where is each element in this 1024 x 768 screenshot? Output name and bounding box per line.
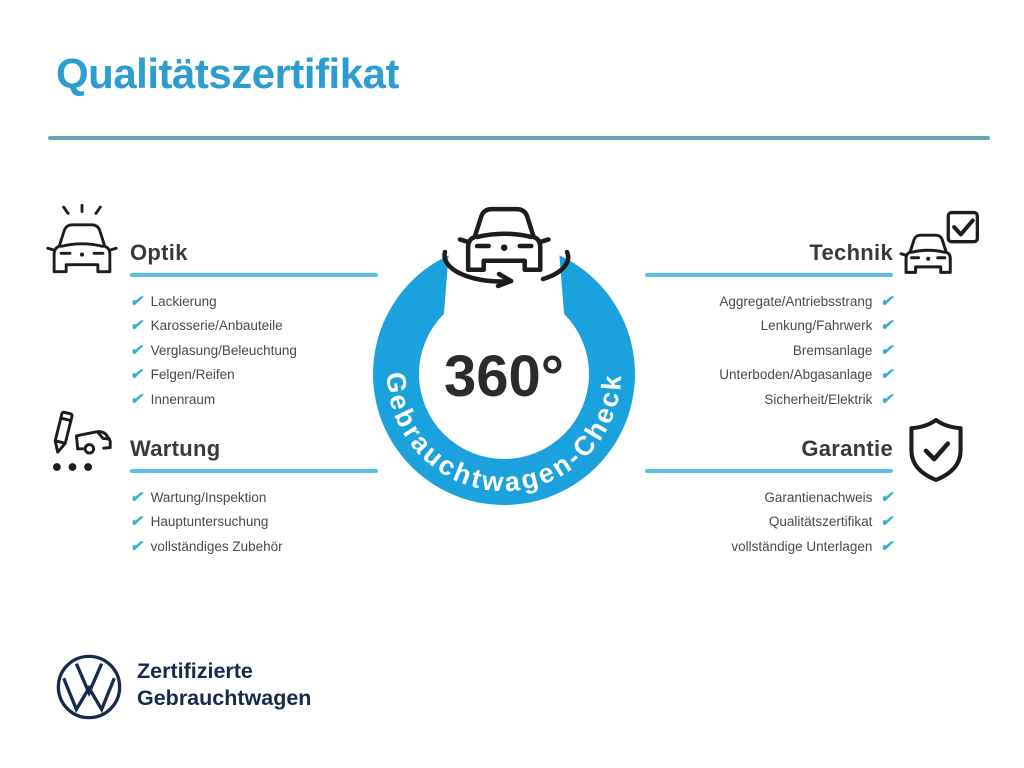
list-item: ✔ Hauptuntersuchung xyxy=(130,510,378,535)
check-icon: ✔ xyxy=(130,513,143,531)
item-label: Wartung/Inspektion xyxy=(150,489,267,505)
section-rule-technik xyxy=(645,273,893,277)
degree-label: 360° xyxy=(444,344,564,409)
item-label: Aggregate/Antriebsstrang xyxy=(719,293,873,309)
check-icon: ✔ xyxy=(880,292,893,310)
section-rule-garantie xyxy=(645,469,893,473)
checklist-wartung: ✔ Wartung/Inspektion ✔ Hauptuntersuchung ✔… xyxy=(130,485,378,559)
section-rule-wartung xyxy=(130,469,378,473)
checklist-garantie: Garantienachweis ✔ Qualitätszertifikat ✔ v… xyxy=(645,485,893,559)
check-icon: ✔ xyxy=(880,488,893,506)
list-item: Qualitätszertifikat ✔ xyxy=(645,510,893,535)
360-check-badge: Gebrauchtwagen-Check 360° xyxy=(373,206,635,506)
check-icon: ✔ xyxy=(880,366,893,384)
brand-text: Zertifizierte Gebrauchtwagen xyxy=(137,658,311,711)
list-item: Sicherheit/Elektrik ✔ xyxy=(645,387,893,412)
item-label: vollständige Unterlagen xyxy=(731,538,873,554)
check-icon: ✔ xyxy=(130,488,143,506)
section-title-technik: Technik xyxy=(809,240,893,265)
check-icon: ✔ xyxy=(880,513,893,531)
shield-check-icon xyxy=(909,417,963,483)
check-icon: ✔ xyxy=(880,390,893,408)
section-garantie: Garantie Garantienachweis ✔ Qualitätszert… xyxy=(645,436,893,559)
brand-line-2: Gebrauchtwagen xyxy=(137,685,312,710)
checklist-van-icon xyxy=(53,410,112,471)
section-title-wartung: Wartung xyxy=(130,436,221,461)
ring-shape xyxy=(373,255,635,506)
item-label: Hauptuntersuchung xyxy=(150,514,269,530)
section-optik: Optik ✔ Lackierung ✔ Karosserie/Anbauteile… xyxy=(130,240,378,412)
item-label: Qualitätszertifikat xyxy=(768,514,873,530)
section-title-garantie: Garantie xyxy=(801,436,893,461)
check-icon: ✔ xyxy=(130,390,143,408)
item-label: Lackierung xyxy=(150,293,217,309)
list-item: ✔ Karosserie/Anbauteile xyxy=(130,314,378,339)
section-wartung: Wartung ✔ Wartung/Inspektion ✔ Hauptunters… xyxy=(130,436,378,559)
brand-line-1: Zertifizierte xyxy=(137,659,253,683)
car-shine-icon xyxy=(46,204,118,274)
item-label: Verglasung/Beleuchtung xyxy=(150,342,297,358)
list-item: ✔ Lackierung xyxy=(130,289,378,314)
list-item: Bremsanlage ✔ xyxy=(645,338,893,363)
list-item: ✔ Innenraum xyxy=(130,387,378,412)
check-icon: ✔ xyxy=(130,317,143,335)
list-item: ✔ Wartung/Inspektion xyxy=(130,485,378,510)
rotating-car-icon xyxy=(442,206,571,289)
list-item: Aggregate/Antriebsstrang ✔ xyxy=(645,289,893,314)
item-label: Felgen/Reifen xyxy=(150,367,235,383)
list-item: Garantienachweis ✔ xyxy=(645,485,893,510)
page-title: Qualitätszertifikat xyxy=(56,50,399,97)
check-icon: ✔ xyxy=(130,366,143,384)
section-title-optik: Optik xyxy=(130,240,188,265)
item-label: Innenraum xyxy=(150,391,216,407)
item-label: Karosserie/Anbauteile xyxy=(150,318,283,334)
section-rule-optik xyxy=(130,273,378,277)
list-item: Lenkung/Fahrwerk ✔ xyxy=(645,314,893,339)
car-checkbox-icon xyxy=(899,210,980,274)
item-label: Bremsanlage xyxy=(792,342,873,358)
list-item: ✔ Felgen/Reifen xyxy=(130,363,378,388)
list-item: ✔ Verglasung/Beleuchtung xyxy=(130,338,378,363)
checklist-optik: ✔ Lackierung ✔ Karosserie/Anbauteile ✔ Verg… xyxy=(130,289,378,412)
list-item: ✔ vollständiges Zubehör xyxy=(130,534,378,559)
list-item: Unterboden/Abgasanlage ✔ xyxy=(645,363,893,388)
check-icon: ✔ xyxy=(880,537,893,555)
vw-logo-icon xyxy=(56,654,122,720)
check-icon: ✔ xyxy=(130,341,143,359)
checklist-technik: Aggregate/Antriebsstrang ✔ Lenkung/Fahrwe… xyxy=(645,289,893,412)
item-label: Unterboden/Abgasanlage xyxy=(719,367,873,383)
item-label: vollständiges Zubehör xyxy=(150,538,283,554)
item-label: Lenkung/Fahrwerk xyxy=(760,318,873,334)
list-item: vollständige Unterlagen ✔ xyxy=(645,534,893,559)
check-icon: ✔ xyxy=(130,292,143,310)
title-divider xyxy=(48,136,990,140)
item-label: Sicherheit/Elektrik xyxy=(764,391,873,407)
check-icon: ✔ xyxy=(130,537,143,555)
check-icon: ✔ xyxy=(880,317,893,335)
check-icon: ✔ xyxy=(880,341,893,359)
section-technik: Technik Aggregate/Antriebsstrang ✔ Lenkun… xyxy=(645,240,893,412)
item-label: Garantienachweis xyxy=(764,489,873,505)
